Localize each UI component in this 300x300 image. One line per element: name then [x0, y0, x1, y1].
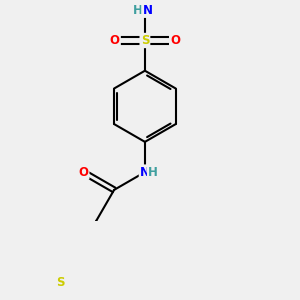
- Text: N: N: [140, 166, 150, 178]
- Text: O: O: [110, 34, 120, 47]
- Text: N: N: [142, 4, 152, 17]
- Text: H: H: [148, 166, 158, 178]
- Text: S: S: [141, 34, 149, 47]
- Text: O: O: [78, 166, 88, 178]
- Text: O: O: [170, 34, 180, 47]
- Text: S: S: [56, 276, 65, 289]
- Text: H: H: [133, 4, 143, 17]
